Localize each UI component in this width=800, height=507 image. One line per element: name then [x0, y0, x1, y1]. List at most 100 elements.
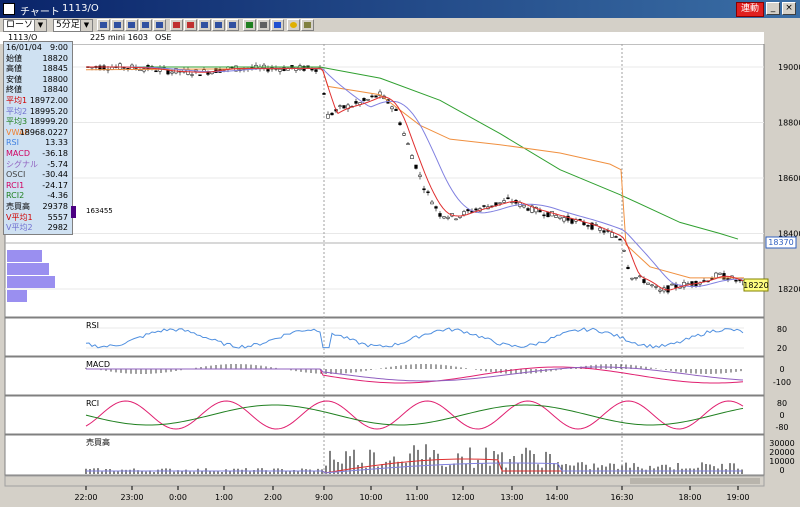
candle-body — [562, 217, 566, 222]
candle-icon — [100, 22, 107, 28]
interval-value: 5分足 — [56, 20, 80, 30]
horizontal-line-button[interactable] — [184, 19, 197, 31]
bar-chart-icon — [114, 22, 121, 28]
candle-body — [298, 65, 302, 70]
candle-body — [642, 279, 646, 283]
time-scrollbar[interactable] — [4, 475, 765, 487]
volume-style-button[interactable] — [125, 19, 138, 31]
overlay-lines — [85, 66, 744, 474]
price-tick-label: 18600 — [778, 174, 800, 183]
info-value: -5.74 — [47, 159, 68, 169]
candle-body — [534, 206, 538, 213]
candle-body — [626, 266, 630, 269]
chart-canvas[interactable]: 19000188001860018400182001837018220RSIMA… — [0, 44, 800, 507]
bar-style-button[interactable] — [111, 19, 124, 31]
price-tag-mid-label: 18370 — [768, 238, 793, 247]
info-row: V平均2 2982 — [6, 223, 70, 233]
vertical-line-button[interactable] — [198, 19, 211, 31]
info-key: 平均3 — [6, 117, 28, 127]
candle-body — [326, 113, 330, 119]
candle-body — [406, 143, 410, 145]
info-key: 16/01/04 — [6, 43, 42, 52]
info-value: 29378 — [42, 202, 68, 211]
info-key: RCI1 — [6, 180, 25, 190]
info-row: OSCI -30.44 — [6, 170, 70, 180]
candle-body — [342, 105, 346, 109]
candle-body — [466, 209, 470, 212]
candle-body — [462, 211, 466, 216]
candle-body — [474, 208, 478, 211]
rci2-line — [85, 404, 744, 426]
candle-body — [658, 289, 662, 292]
fibonacci-button[interactable] — [226, 19, 239, 31]
link-toggle-button[interactable]: 連動 — [736, 2, 764, 17]
candle-body — [118, 63, 122, 70]
candle-body — [442, 216, 446, 219]
info-key: 平均1 — [6, 96, 28, 105]
candle-body — [482, 205, 486, 207]
candle-body — [394, 109, 398, 111]
cursor-icon — [274, 22, 281, 28]
pen-button[interactable] — [243, 19, 256, 31]
candle-body — [314, 69, 318, 72]
rci-tick: 80 — [777, 399, 787, 408]
info-key: V平均1 — [6, 212, 33, 222]
candle-body — [170, 71, 174, 74]
info-key: RSI — [6, 138, 19, 148]
candle-body — [154, 70, 158, 73]
time-tick-label: 23:00 — [120, 493, 143, 502]
indicator-style-button[interactable] — [153, 19, 166, 31]
select-button[interactable] — [271, 19, 284, 31]
candles — [86, 62, 746, 295]
macd-panel-label: MACD — [86, 360, 110, 369]
eraser-button[interactable] — [257, 19, 270, 31]
ma1-line — [86, 66, 744, 291]
eraser-icon — [260, 22, 267, 28]
time-tick-label: 18:00 — [678, 493, 701, 502]
vertical-line-icon — [201, 22, 208, 28]
candle-body — [610, 232, 614, 238]
candle-body — [598, 227, 602, 231]
candle-body — [438, 213, 442, 217]
minimize-button[interactable]: _ — [766, 2, 780, 15]
price-tag-mid — [765, 236, 797, 249]
settings-button[interactable] — [301, 19, 314, 31]
interval-select[interactable]: 5分足 ▼ — [53, 19, 93, 32]
chart-type-select[interactable]: ローソク ▼ — [3, 19, 47, 32]
rci-panel-label: RCI — [86, 399, 99, 408]
candle-body — [522, 204, 526, 208]
info-value: 9:00 — [50, 43, 68, 52]
magnifier-icon — [290, 22, 297, 28]
info-row: 売買高 29378 — [6, 202, 70, 212]
ma2-line — [86, 66, 744, 288]
panel-style-button[interactable] — [139, 19, 152, 31]
info-row: RCI2 -4.36 — [6, 191, 70, 201]
zoom-button[interactable] — [287, 19, 300, 31]
info-row: VWAP 18968.0227 — [6, 128, 70, 138]
info-key: 高値 — [6, 64, 22, 74]
trendline-button[interactable] — [170, 19, 183, 31]
volume-profile-bar — [7, 276, 55, 288]
candle-style-button[interactable] — [97, 19, 110, 31]
info-value: 2982 — [47, 223, 68, 233]
info-key: RCI2 — [6, 191, 25, 201]
candle-body — [414, 164, 418, 169]
candle-body — [602, 230, 606, 233]
vwap-line — [85, 67, 744, 279]
candle-body — [498, 202, 502, 204]
price-panel — [4, 44, 765, 318]
chart-type-value: ローソク — [6, 20, 43, 30]
time-tick-label: 10:00 — [359, 493, 382, 502]
scrollbar-thumb[interactable] — [630, 478, 760, 484]
volume-panel-label: 売買高 — [86, 437, 110, 447]
candle-body — [322, 93, 326, 95]
channel-button[interactable] — [212, 19, 225, 31]
candle-body — [426, 191, 430, 194]
candle-body — [582, 222, 586, 226]
symbol-name: 225 mini 1603 — [90, 33, 149, 42]
candle-body — [646, 282, 650, 285]
table-icon — [156, 22, 163, 28]
time-tick-label: 2:00 — [264, 493, 282, 502]
volume-profile-label: 163455 — [86, 207, 113, 215]
close-button[interactable]: × — [782, 2, 796, 15]
